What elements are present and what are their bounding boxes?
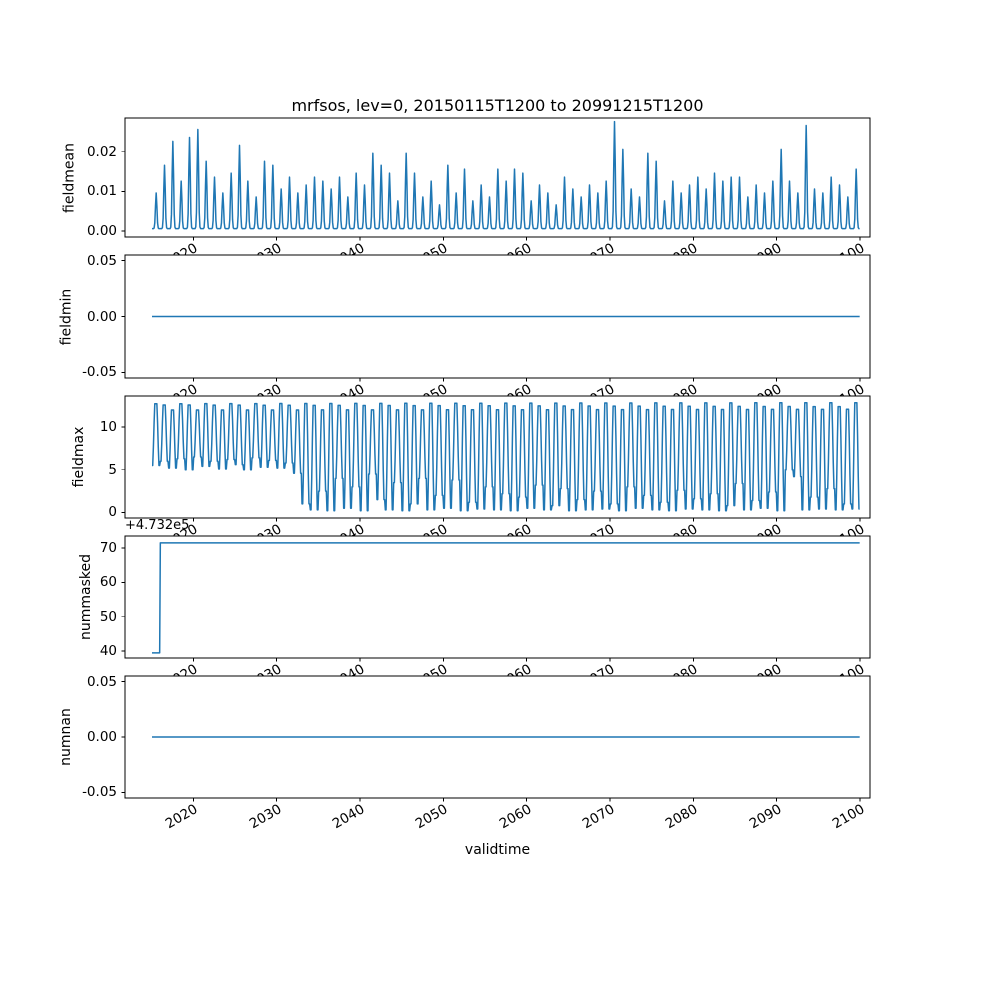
y-tick-label: -0.05 — [82, 784, 117, 801]
subplot-fieldmean — [121, 117, 871, 241]
y-axis-label-numnan: numnan — [58, 708, 74, 766]
y-axis-label-fieldmean: fieldmean — [61, 142, 77, 213]
y-tick-label: 40 — [99, 643, 117, 660]
y-tick-label: -0.05 — [82, 364, 117, 381]
x-tick-label: 2040 — [329, 801, 368, 833]
x-tick-label: 2060 — [496, 801, 535, 833]
data-line-nummasked — [152, 542, 860, 654]
y-tick-label: 0.02 — [86, 143, 117, 160]
y-tick-label: 0.00 — [86, 308, 117, 325]
y-tick-label: 0.05 — [86, 673, 117, 690]
x-tick-label: 2080 — [663, 801, 701, 833]
panel-border — [124, 535, 871, 659]
data-line-fieldmax — [151, 401, 860, 512]
x-axis-label: validtime — [464, 842, 531, 858]
data-line-fieldmean — [151, 120, 860, 230]
y-tick-label: 50 — [99, 608, 117, 625]
y-tick-label: 0.00 — [86, 729, 117, 745]
subplot-fieldmax — [121, 395, 871, 522]
y-tick-label: 0.01 — [86, 183, 117, 200]
x-tick-label: 2050 — [413, 801, 451, 833]
x-tick-label: 2020 — [163, 801, 201, 833]
subplot-numnan — [121, 675, 871, 802]
axis-offset-text: +4.732e5 — [125, 518, 190, 533]
subplot-nummasked — [121, 535, 871, 662]
x-tick-label: 2070 — [579, 801, 618, 833]
y-tick-label: 5 — [108, 461, 117, 478]
y-tick-label: 60 — [99, 574, 117, 591]
y-tick-label: 0.00 — [86, 223, 117, 240]
y-tick-label: 70 — [99, 540, 117, 557]
x-tick-label: 2030 — [246, 801, 285, 833]
panel-border — [124, 395, 871, 519]
x-tick-label: 2100 — [829, 801, 868, 833]
panel-border — [124, 117, 871, 238]
panel-background — [125, 536, 870, 658]
y-axis-label-fieldmax: fieldmax — [71, 426, 87, 488]
y-axis-label-nummasked: nummasked — [78, 554, 94, 641]
chart-title: mrfsos, lev=0, 20150115T1200 to 20991215… — [291, 96, 704, 115]
panel-border — [124, 254, 871, 379]
subplot-fieldmin — [121, 254, 871, 382]
y-axis-label-fieldmin: fieldmin — [58, 288, 74, 345]
x-tick-label: 2090 — [746, 801, 785, 833]
y-tick-label: 10 — [99, 419, 117, 436]
panel-border — [124, 675, 871, 799]
y-tick-label: 0.05 — [86, 252, 117, 269]
y-tick-label: 0 — [108, 504, 117, 521]
